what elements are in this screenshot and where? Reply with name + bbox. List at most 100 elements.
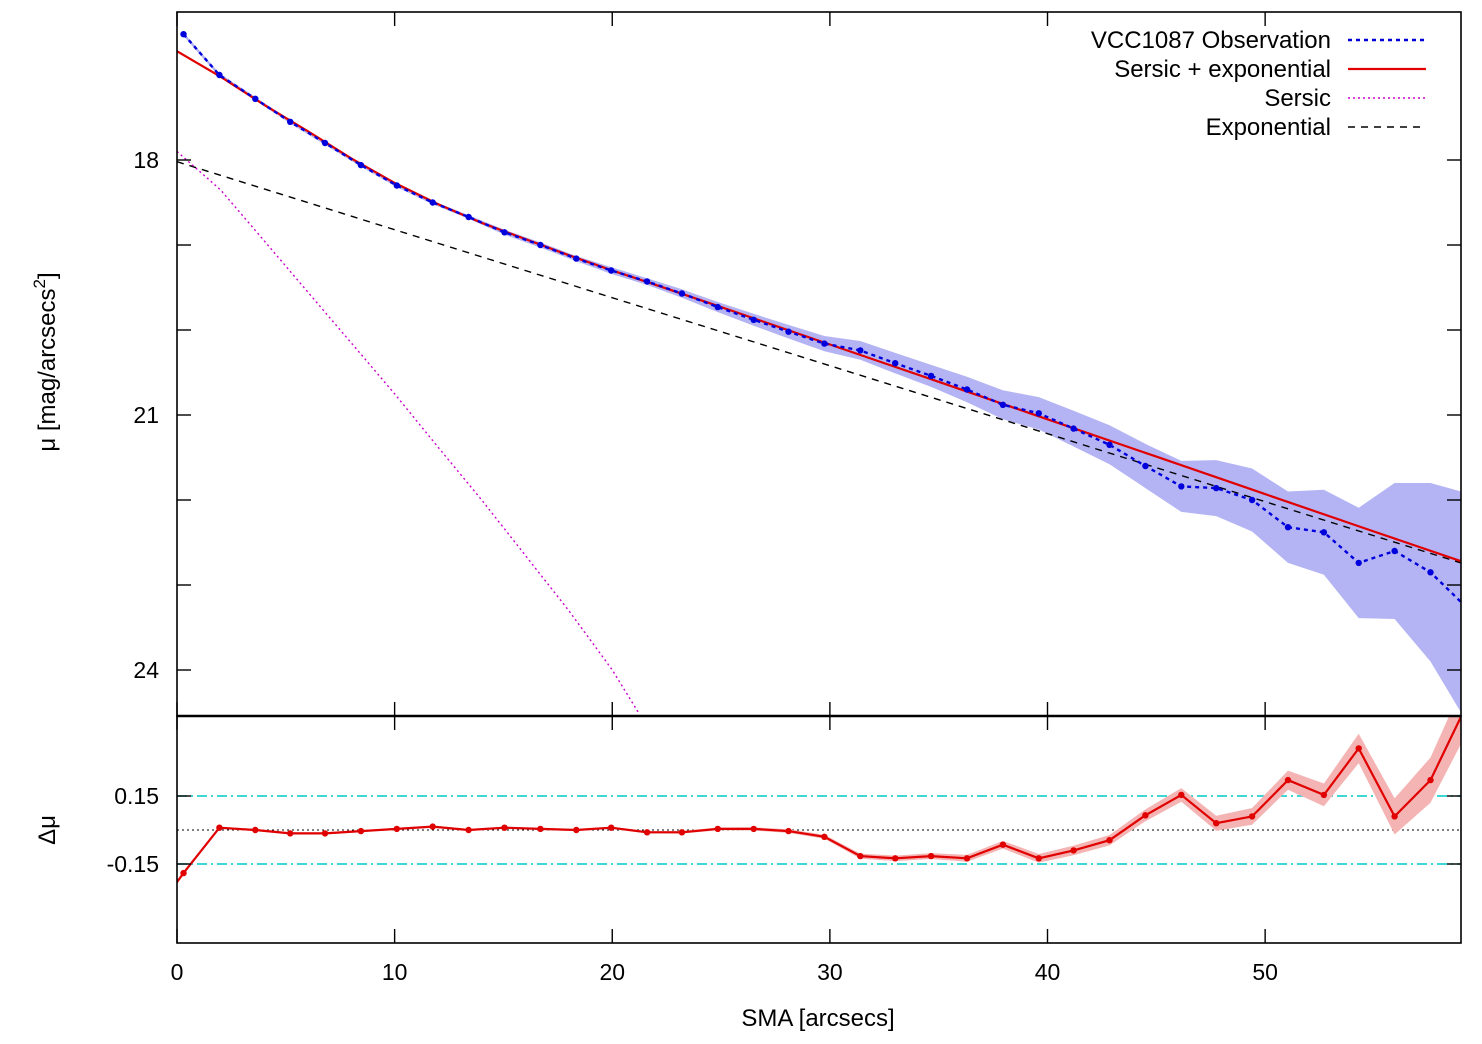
x-axis-label: SMA [arcsecs] <box>741 1005 894 1032</box>
observation-point <box>321 139 329 147</box>
bottom-series-layer <box>177 716 1461 883</box>
residual-point <box>429 823 436 830</box>
observation-point <box>180 31 187 38</box>
observation-point <box>537 241 544 249</box>
x-tick-label: 30 <box>817 959 843 985</box>
residual-point <box>465 826 472 834</box>
residual-point <box>678 829 686 836</box>
legend-label: VCC1087 Observation <box>1091 27 1331 54</box>
top-y-axis-label-end: ] <box>34 272 61 279</box>
residual-point <box>1355 745 1362 752</box>
residual-point <box>892 855 899 862</box>
residual-point <box>501 824 508 831</box>
observation-point <box>1248 496 1256 504</box>
top-y-tick-label: 24 <box>133 657 159 683</box>
observation-point <box>821 340 828 347</box>
residual-point <box>1213 820 1220 827</box>
observation-point <box>252 95 259 103</box>
observation-point <box>857 347 864 354</box>
residual-point <box>393 825 400 833</box>
residual-point <box>287 830 294 837</box>
residual-point <box>1320 791 1328 799</box>
top-panel: 18 21 24 μ [mag/arcsecs2] VCC1087 Observat… <box>30 11 1462 717</box>
x-tick-label: 20 <box>599 959 625 985</box>
residual-point <box>1142 812 1149 819</box>
x-tick-label: 40 <box>1035 959 1061 985</box>
residual-point <box>1427 776 1434 784</box>
bottom-reference-lines <box>177 795 1461 865</box>
sersic-line <box>177 150 639 713</box>
observation-point <box>287 118 294 126</box>
bottom-band-layer <box>177 716 1461 884</box>
observation-point <box>643 278 651 285</box>
residual-point <box>821 833 828 840</box>
residual-line <box>177 716 1461 883</box>
top-y-tick-label: 18 <box>133 147 159 173</box>
residual-point <box>1106 837 1113 844</box>
observation-point <box>1106 441 1113 448</box>
residual-point <box>999 841 1007 848</box>
x-tick-label: 0 <box>171 959 184 985</box>
observation-point <box>608 267 615 274</box>
x-tick-label: 50 <box>1252 959 1278 985</box>
observation-point <box>999 401 1007 408</box>
observation-point <box>573 255 580 262</box>
residual-point <box>1178 791 1185 799</box>
bottom-y-tick-label: -0.15 <box>107 851 159 877</box>
observation-point <box>678 290 686 297</box>
observation-point <box>1213 484 1220 492</box>
observation-point <box>1284 524 1292 531</box>
residual-point <box>857 852 864 860</box>
observation-point <box>963 386 971 393</box>
x-tick-label: 10 <box>382 959 408 985</box>
bottom-panel: 0.15 -0.15 0 10 20 30 40 50 Δμ SMA [arcsecs] <box>34 714 1462 1032</box>
observation-point <box>1320 529 1328 536</box>
observation-point <box>1427 569 1434 576</box>
residual-point <box>1070 847 1077 854</box>
residual-point <box>321 830 329 837</box>
observation-point <box>1391 547 1398 555</box>
residual-point <box>180 869 187 877</box>
residual-point <box>785 827 792 835</box>
bottom-axes: 0.15 -0.15 0 10 20 30 40 50 <box>107 714 1462 985</box>
observation-point <box>357 161 365 169</box>
observation-point <box>785 328 792 335</box>
residual-point <box>963 855 971 862</box>
legend-label: Exponential <box>1206 114 1331 141</box>
top-y-axis-label-main: μ [mag/arcsecs <box>34 288 61 451</box>
observation-point <box>1142 462 1149 470</box>
observation-point <box>429 199 436 206</box>
bottom-y-tick-label: 0.15 <box>114 783 159 809</box>
residual-point <box>357 827 365 835</box>
top-y-axis-label-sup: 2 <box>30 279 49 288</box>
residual-point <box>252 826 259 834</box>
residual-point <box>1391 813 1398 820</box>
observation-point <box>927 372 935 380</box>
residual-point <box>714 825 721 833</box>
observation-point <box>1178 483 1185 490</box>
observation-point <box>393 182 400 189</box>
residual-point <box>750 825 757 833</box>
residual-point <box>1248 813 1256 820</box>
bottom-y-axis-label: Δμ <box>34 815 61 845</box>
observation-point <box>892 360 899 367</box>
residual-point <box>537 825 544 833</box>
legend-label: Sersic <box>1264 85 1331 112</box>
observation-point <box>1035 410 1043 417</box>
residual-point <box>1284 776 1292 784</box>
residual-point <box>608 824 615 831</box>
observation-point <box>216 71 223 79</box>
residual-error-band <box>177 716 1461 884</box>
residual-point <box>573 826 580 834</box>
top-y-axis-label: μ [mag/arcsecs2] <box>30 272 61 451</box>
top-y-tick-label: 21 <box>133 402 159 428</box>
exponential-line <box>177 161 1461 564</box>
legend-label: Sersic + exponential <box>1114 56 1331 83</box>
observation-point <box>501 229 508 236</box>
observation-point <box>465 213 472 221</box>
observation-point <box>1070 425 1077 432</box>
top-series-layer <box>177 31 1461 713</box>
residual-point <box>216 824 223 831</box>
